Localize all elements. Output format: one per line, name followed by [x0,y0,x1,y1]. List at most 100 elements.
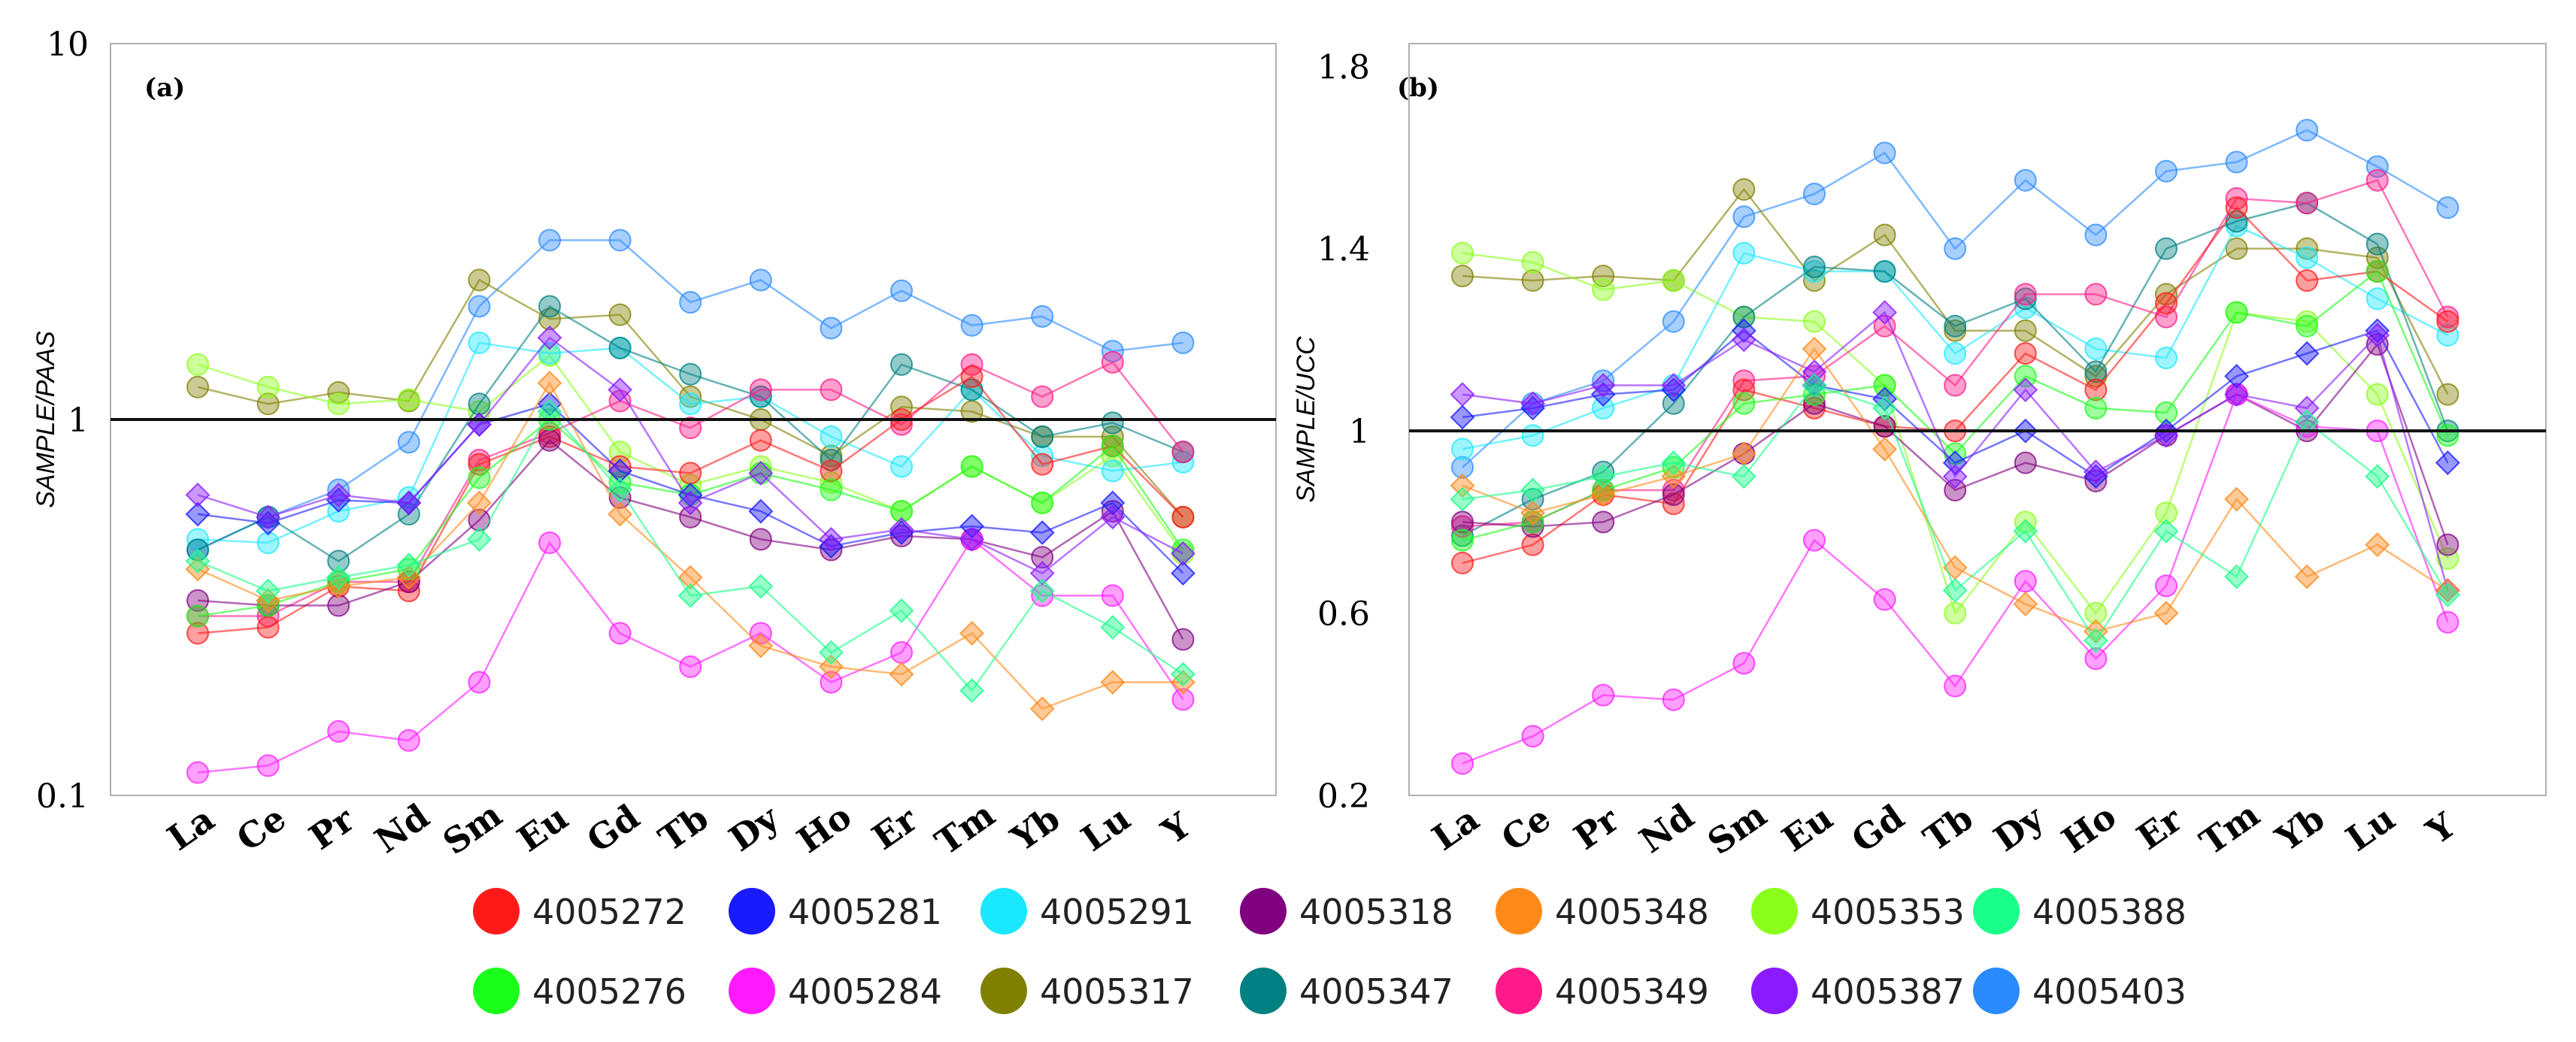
data-point [1450,404,1475,430]
data-point [1873,314,1896,338]
data-point [2225,196,2248,220]
data-point [397,570,420,593]
data-point [820,317,843,340]
data-point [1661,464,1687,489]
data-point [1662,483,1685,506]
x-tick-label: Eu [510,797,575,860]
series-line [1462,179,2449,528]
data-point [960,353,983,376]
data-point [468,466,491,489]
x-tick-label: Lu [1074,798,1138,859]
data-point [185,548,211,574]
x-tick-label: Nd [1632,795,1702,861]
data-point [1450,382,1475,407]
legend-marker [1751,968,1798,1014]
data-point [1171,441,1195,464]
data-point [1450,473,1475,498]
data-point [1031,304,1054,328]
data-point [679,362,702,386]
data-point [677,490,703,516]
data-point [748,460,774,486]
series-line [1462,342,2449,546]
data-point [1944,478,1967,501]
x-tick-label: Y [2418,804,2463,853]
data-point [2084,396,2108,420]
data-point [960,314,983,337]
data-point [2365,232,2389,256]
data-point [1662,456,1685,479]
data-point [2155,574,2177,598]
data-point [186,604,209,628]
data-point [256,578,281,604]
data-point [890,353,913,376]
data-point [1521,533,1544,556]
x-tick-label: Pr [1566,798,1626,857]
legend-item: 4005291 [980,888,1194,934]
data-point [1872,436,1898,462]
x-tick-label: Yb [1003,798,1067,859]
data-point [1592,278,1615,301]
data-point [1100,504,1126,530]
x-tick-label: La [1425,798,1487,859]
data-point [256,754,280,777]
x-tick-label: Ce [1494,798,1558,859]
data-point [820,671,843,694]
legend-marker [473,968,520,1014]
data-point [1662,269,1685,292]
data-point [256,504,281,530]
data-point [537,398,562,424]
data-point [1803,255,1826,278]
legend-label: 4005317 [1040,971,1194,1012]
series-4005387 [185,325,1196,586]
data-point [2084,378,2108,401]
data-point [326,574,351,599]
data-point [1521,725,1544,748]
legend-item: 4005276 [473,968,686,1014]
data-point [2296,192,2319,215]
x-tick-label: Y [1153,804,1199,853]
series-line [1462,129,2449,468]
data-point [537,325,562,350]
x-tick-label: La [160,798,222,859]
data-point [677,583,703,608]
legend-label: 4005272 [532,892,686,932]
panel-label: (a) [144,73,185,103]
series-line [1462,384,2449,643]
data-point [2224,564,2250,589]
data-point [749,528,772,551]
legend-marker [1240,968,1286,1014]
data-point [1731,327,1756,353]
data-point [749,455,772,478]
data-point [1171,331,1195,354]
data-point [890,641,913,664]
data-point [2225,237,2248,260]
data-point [1590,482,1616,507]
x-tick-label: Nd [368,795,437,861]
data-point [2435,582,2460,607]
series-line [197,380,1183,710]
data-point [749,268,772,292]
legend-label: 4005276 [532,971,686,1012]
data-point [466,490,492,516]
data-point [1873,141,1896,165]
series-line [197,538,1184,774]
data-point [2153,519,2179,544]
data-point [679,462,702,485]
data-point [1662,392,1685,415]
series-line [197,402,1184,574]
series-line [1462,347,2449,633]
data-point [679,291,702,314]
data-point [256,392,280,416]
series-4005276 [1451,260,2459,552]
legend-item: 4005387 [1751,968,1965,1014]
data-point [327,594,350,617]
data-point [608,336,632,359]
data-point [1942,577,1968,603]
series-line [197,304,1183,562]
data-point [468,268,491,292]
data-point [1872,395,1898,421]
data-point [1031,385,1054,408]
data-point [2224,486,2250,512]
